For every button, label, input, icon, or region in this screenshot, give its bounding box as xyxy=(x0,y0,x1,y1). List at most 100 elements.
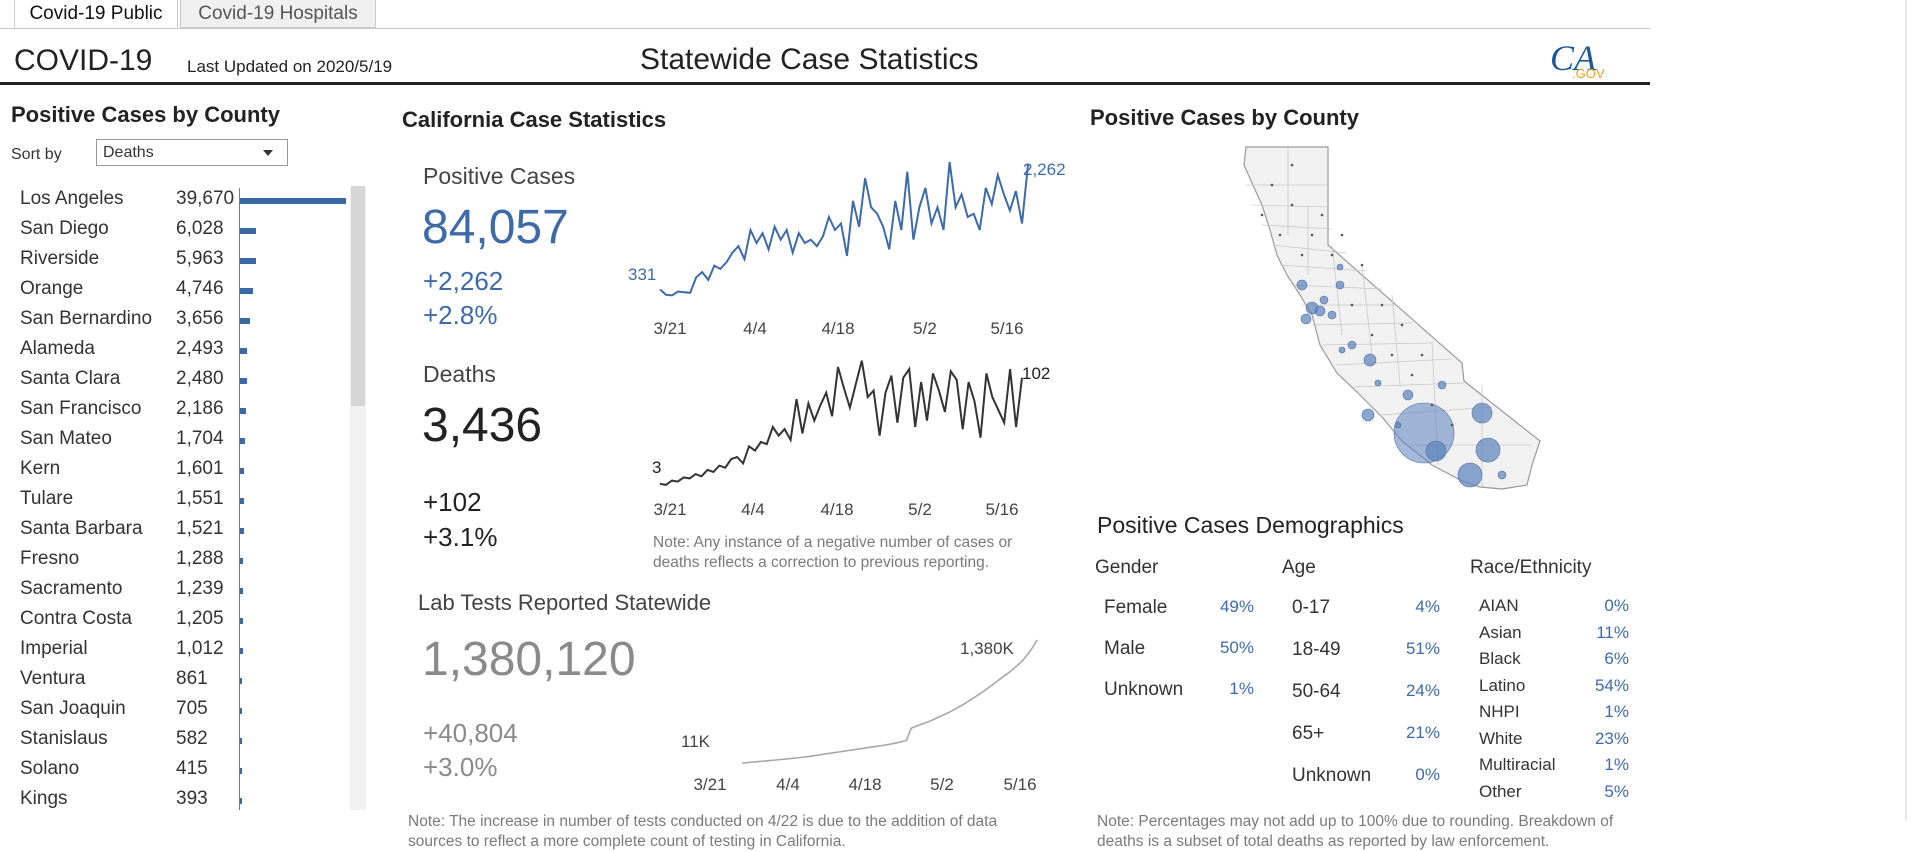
county-row[interactable]: Ventura 861 xyxy=(0,666,355,696)
county-bar[interactable] xyxy=(240,438,245,444)
county-row[interactable]: Sacramento 1,239 xyxy=(0,576,355,606)
county-name: Tulare xyxy=(20,488,74,509)
last-updated: Last Updated on 2020/5/19 xyxy=(187,57,393,76)
county-value: 1,012 xyxy=(176,638,224,659)
county-row[interactable]: Solano 415 xyxy=(0,756,355,786)
county-row[interactable]: Orange 4,746 xyxy=(0,276,355,306)
bar-axis-line xyxy=(239,188,240,810)
county-row[interactable]: San Bernardino 3,656 xyxy=(0,306,355,336)
positive-cases-total: 84,057 xyxy=(422,201,569,254)
county-bar-list[interactable]: Los Angeles 39,670 San Diego 6,028 Riverside… xyxy=(0,186,360,810)
x-tick-label: 4/18 xyxy=(821,319,854,338)
county-row[interactable]: Los Angeles 39,670 xyxy=(0,186,355,216)
tab-covid19-public[interactable]: Covid-19 Public xyxy=(14,0,178,28)
county-value: 415 xyxy=(176,758,208,779)
county-bar[interactable] xyxy=(240,258,256,264)
county-row[interactable]: Tulare 1,551 xyxy=(0,486,355,516)
county-row[interactable]: San Joaquin 705 xyxy=(0,696,355,726)
california-outline xyxy=(1243,146,1541,490)
county-dot xyxy=(1340,233,1344,237)
svg-text:.GOV: .GOV xyxy=(1572,66,1605,80)
race-label: Black xyxy=(1479,649,1521,668)
race-percent: 6% xyxy=(1604,649,1629,668)
series-line xyxy=(659,161,1029,297)
county-bar[interactable] xyxy=(240,198,346,204)
county-bar[interactable] xyxy=(240,528,245,534)
county-list-scroll-thumb[interactable] xyxy=(351,186,365,406)
county-row[interactable]: Alameda 2,493 xyxy=(0,336,355,366)
age-label: 50-64 xyxy=(1292,681,1341,702)
deaths-line-chart[interactable]: 3 102 3/21 4/4 4/18 5/2 5/16 xyxy=(640,355,1070,520)
positive-cases-change: +2,262 xyxy=(423,266,504,296)
county-row[interactable]: Kings 393 xyxy=(0,786,355,816)
chevron-down-icon xyxy=(263,150,273,156)
race-label: NHPI xyxy=(1479,702,1520,721)
county-value: 1,704 xyxy=(176,428,224,449)
deaths-pct: +3.1% xyxy=(423,522,498,552)
county-row[interactable]: Contra Costa 1,205 xyxy=(0,606,355,636)
tab-bar: Covid-19 Public Covid-19 Hospitals xyxy=(0,0,1650,29)
age-percent: 0% xyxy=(1415,765,1440,784)
county-bubbles xyxy=(1260,163,1507,488)
county-dot xyxy=(1370,333,1374,337)
x-tick-label: 5/2 xyxy=(908,500,932,519)
county-row[interactable]: San Mateo 1,704 xyxy=(0,426,355,456)
county-row[interactable]: San Francisco 2,186 xyxy=(0,396,355,426)
county-value: 705 xyxy=(176,698,208,719)
page-scrollbar[interactable] xyxy=(1905,0,1907,820)
county-row[interactable]: Santa Clara 2,480 xyxy=(0,366,355,396)
age-label: 18-49 xyxy=(1292,639,1341,660)
county-row[interactable]: Stanislaus 582 xyxy=(0,726,355,756)
county-value: 1,551 xyxy=(176,488,224,509)
county-row[interactable]: Imperial 1,012 xyxy=(0,636,355,666)
x-tick-label: 4/18 xyxy=(820,500,853,519)
county-dot xyxy=(1380,303,1384,307)
county-bubble xyxy=(1471,402,1493,424)
county-row[interactable]: Santa Barbara 1,521 xyxy=(0,516,355,546)
lab-tests-label: Lab Tests Reported Statewide xyxy=(418,590,712,615)
county-bar[interactable] xyxy=(240,318,250,324)
x-tick-label: 5/16 xyxy=(990,319,1023,338)
county-bar[interactable] xyxy=(240,558,244,564)
county-bar[interactable] xyxy=(240,678,243,684)
tab-covid19-hospitals[interactable]: Covid-19 Hospitals xyxy=(180,0,376,28)
county-bar[interactable] xyxy=(240,348,247,354)
county-bar[interactable] xyxy=(240,798,242,804)
ca-gov-logo[interactable]: CA .GOV xyxy=(1548,36,1610,80)
county-row[interactable]: Kern 1,601 xyxy=(0,456,355,486)
county-bar[interactable] xyxy=(240,378,247,384)
race-label: Latino xyxy=(1479,675,1526,695)
series-line xyxy=(659,360,1023,486)
positive-cases-line-chart[interactable]: 331 2,262 3/21 4/4 4/18 5/2 5/16 xyxy=(620,150,1070,340)
county-bar[interactable] xyxy=(240,588,244,594)
race-label: Other xyxy=(1479,781,1522,801)
lab-tests-total: 1,380,120 xyxy=(422,633,636,686)
county-bar[interactable] xyxy=(240,618,244,624)
county-value: 39,670 xyxy=(176,188,235,209)
county-dot xyxy=(1290,203,1294,207)
county-bar[interactable] xyxy=(240,228,257,234)
county-bar[interactable] xyxy=(240,468,245,474)
lab-tests-line-chart[interactable]: 11K 1,380K 3/21 4/4 4/18 5/2 5/16 xyxy=(670,628,1080,798)
county-row[interactable]: Fresno 1,288 xyxy=(0,546,355,576)
county-dot xyxy=(1290,163,1294,167)
race-percent: 5% xyxy=(1604,781,1629,801)
demographics-note: Note: Percentages may not add up to 100%… xyxy=(1097,813,1614,850)
california-county-map[interactable] xyxy=(1232,145,1562,495)
county-dot xyxy=(1450,423,1454,427)
race-label: Asian xyxy=(1479,622,1522,642)
county-dot xyxy=(1350,303,1354,307)
county-value: 2,493 xyxy=(176,338,224,359)
county-bar[interactable] xyxy=(240,408,246,414)
county-bar[interactable] xyxy=(240,648,243,654)
county-row[interactable]: San Diego 6,028 xyxy=(0,216,355,246)
county-name: Kern xyxy=(20,458,61,479)
county-bar[interactable] xyxy=(240,708,242,714)
county-name: San Mateo xyxy=(20,428,112,449)
county-bar[interactable] xyxy=(240,768,242,774)
county-bar[interactable] xyxy=(240,498,245,504)
county-row[interactable]: Riverside 5,963 xyxy=(0,246,355,276)
county-bar[interactable] xyxy=(240,738,242,744)
county-bar[interactable] xyxy=(240,288,253,294)
sort-dropdown[interactable]: Deaths xyxy=(96,139,288,166)
